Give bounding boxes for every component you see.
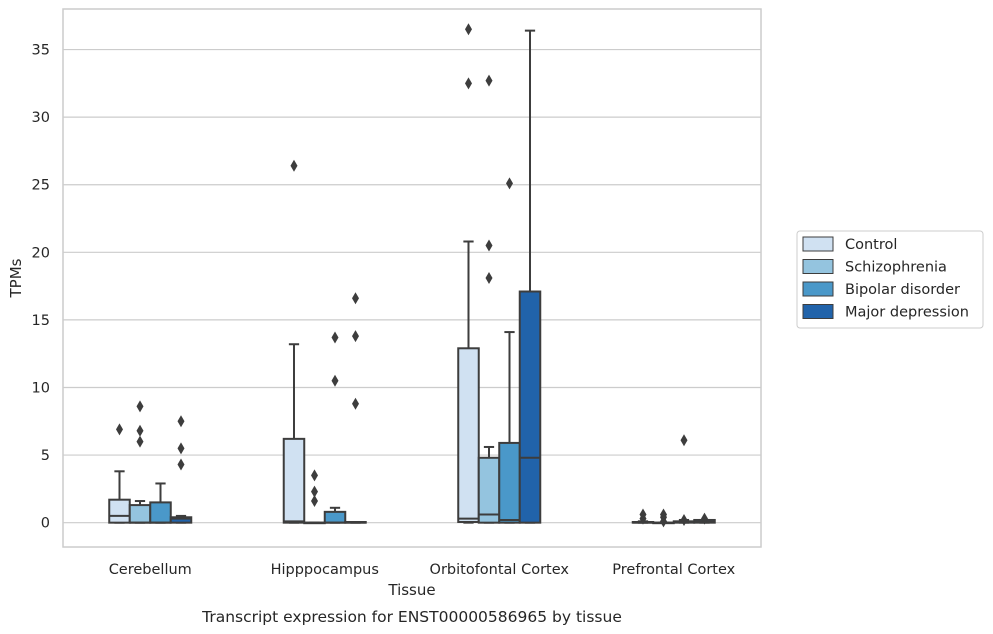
outlier-point xyxy=(177,415,185,428)
box-2-1 xyxy=(477,74,501,524)
box-1-2 xyxy=(323,331,347,524)
legend: Control Schizophrenia Bipolar disorder Majo… xyxy=(796,230,984,329)
box-body xyxy=(477,456,501,524)
box-3-0 xyxy=(631,508,655,525)
y-tick-label: 5 xyxy=(41,448,50,464)
y-tick-label: 30 xyxy=(32,110,50,126)
y-axis-label: TPMs xyxy=(7,258,25,298)
y-tick-label: 25 xyxy=(32,178,50,194)
box-2-0 xyxy=(457,23,480,524)
legend-frame xyxy=(796,230,984,329)
outlier-point xyxy=(680,513,688,526)
box-3-1 xyxy=(652,508,675,528)
outlier-point xyxy=(659,508,667,521)
outlier-point xyxy=(485,74,493,87)
outlier-point xyxy=(310,495,318,508)
outlier-point xyxy=(136,424,144,437)
outlier-point xyxy=(506,177,514,190)
y-tick-label: 15 xyxy=(32,313,50,329)
x-tick-label: Prefrontal Cortex xyxy=(612,562,735,578)
outlier-point xyxy=(136,400,144,413)
box-3-3 xyxy=(693,512,716,525)
outlier-point xyxy=(310,485,318,498)
box-body xyxy=(128,504,152,524)
box-1-0 xyxy=(282,159,306,524)
legend-label: Bipolar disorder xyxy=(845,282,960,298)
outlier-point xyxy=(290,159,298,172)
box-1-3 xyxy=(344,292,367,524)
outlier-point xyxy=(177,442,185,455)
y-tick-label: 10 xyxy=(32,380,50,396)
grid-lines xyxy=(63,48,761,524)
box-body xyxy=(282,437,306,524)
x-tick-label: Orbitofontal Cortex xyxy=(430,562,570,578)
legend-swatch xyxy=(802,304,834,319)
outlier-point xyxy=(115,423,123,436)
outlier-point xyxy=(331,331,339,344)
outlier-point xyxy=(464,23,472,36)
outlier-point xyxy=(680,434,688,447)
legend-label: Major depression xyxy=(845,305,969,321)
x-tick-label: Hipppocampus xyxy=(271,562,379,578)
outlier-point xyxy=(177,458,185,471)
outlier-point xyxy=(485,272,493,284)
y-tick-label: 20 xyxy=(32,245,50,261)
x-axis-label: Tissue xyxy=(387,581,435,599)
y-tick-label: 0 xyxy=(41,516,50,532)
box-body xyxy=(323,510,347,524)
box-body xyxy=(457,347,480,523)
outlier-point xyxy=(352,330,360,343)
box-body xyxy=(518,290,542,524)
legend-label: Control xyxy=(845,237,897,253)
legend-label: Schizophrenia xyxy=(845,260,947,276)
box-1-1 xyxy=(303,469,326,525)
box-body xyxy=(498,441,521,524)
outlier-point xyxy=(136,435,144,448)
y-tick-labels: 0 5 10 15 20 25 30 35 xyxy=(32,43,50,532)
box-0-3 xyxy=(169,415,193,524)
outlier-point xyxy=(701,512,709,525)
legend-swatch xyxy=(802,236,834,252)
box-3-2 xyxy=(672,434,696,526)
outlier-point xyxy=(464,77,472,90)
outlier-point xyxy=(485,239,493,252)
box-body xyxy=(108,498,131,524)
outlier-point xyxy=(352,292,360,305)
outlier-point xyxy=(331,374,339,387)
outlier-point xyxy=(352,397,360,410)
box-body xyxy=(149,501,172,524)
box-2-2 xyxy=(498,177,521,524)
box-0-2 xyxy=(149,482,172,524)
box-0-1 xyxy=(128,400,152,524)
box-groups xyxy=(108,23,716,528)
outlier-point xyxy=(310,469,318,482)
box-body xyxy=(169,516,193,524)
outlier-point xyxy=(639,508,647,521)
box-2-3 xyxy=(518,29,542,524)
y-tick-label: 35 xyxy=(32,43,50,59)
chart-caption: Transcript expression for ENST0000058696… xyxy=(201,608,622,626)
plot-frame xyxy=(62,8,762,548)
x-tick-label: Cerebellum xyxy=(109,562,192,578)
legend-swatch xyxy=(802,259,834,274)
x-tick-labels: Cerebellum Hipppocampus Orbitofontal Corte… xyxy=(109,562,736,578)
legend-swatch xyxy=(802,281,834,297)
box-0-0 xyxy=(108,423,131,524)
